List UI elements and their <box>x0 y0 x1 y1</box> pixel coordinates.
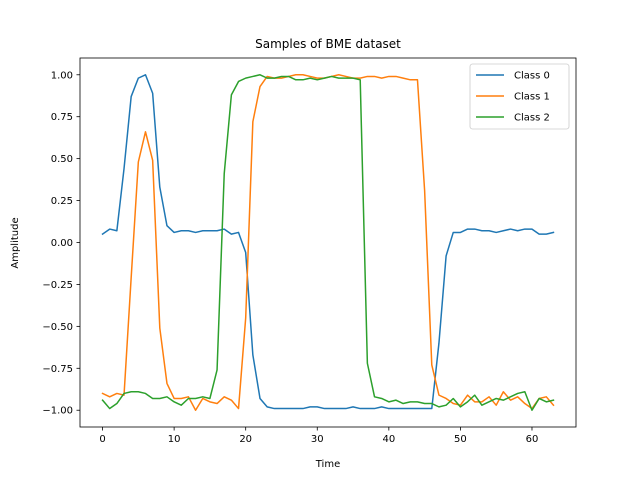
series-line-2 <box>101 74 555 411</box>
x-tick-label: 20 <box>239 434 252 445</box>
x-tick-label: 60 <box>526 434 539 445</box>
x-tick-label: 30 <box>311 434 324 445</box>
y-tick-label: −0.50 <box>42 322 73 333</box>
x-axis-label: Time <box>315 459 340 470</box>
y-tick-label: 0.75 <box>51 112 73 123</box>
x-tick-label: 50 <box>454 434 467 445</box>
y-tick-label: 1.00 <box>51 70 73 81</box>
legend: Class 0 Class 1 Class 2 <box>469 63 570 130</box>
y-tick-label: 0.00 <box>51 238 73 249</box>
y-axis-label: Amplitude <box>10 217 21 268</box>
y-tick-label: −1.00 <box>42 406 73 417</box>
legend-label-2: Class 2 <box>514 113 550 124</box>
legend-label-1: Class 1 <box>514 92 550 103</box>
y-tick-label: 0.50 <box>51 154 73 165</box>
y-tick-label: −0.75 <box>42 364 73 375</box>
chart-title: Samples of BME dataset <box>255 37 401 51</box>
axes-layer: 0 10 20 30 40 50 60 −1.00 −0.75 −0.50 −0.25 0.00 0.2… <box>42 57 577 445</box>
series-line-0 <box>101 74 555 410</box>
y-tick-label: 0.25 <box>51 196 73 207</box>
legend-box <box>469 63 570 130</box>
legend-label-0: Class 0 <box>514 71 550 82</box>
y-tick-label: −0.25 <box>42 280 73 291</box>
x-tick-label: 40 <box>382 434 395 445</box>
series-layer <box>101 74 555 411</box>
x-tick-label: 0 <box>99 434 105 445</box>
x-tick-label: 10 <box>168 434 181 445</box>
